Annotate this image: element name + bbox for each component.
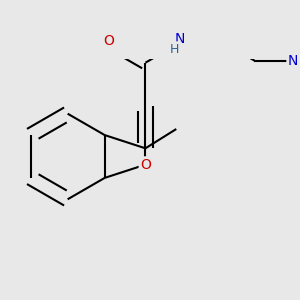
Text: H: H [170,43,179,56]
Text: N: N [175,32,185,46]
Text: N: N [288,54,298,68]
Text: O: O [140,158,151,172]
Text: O: O [103,34,114,48]
